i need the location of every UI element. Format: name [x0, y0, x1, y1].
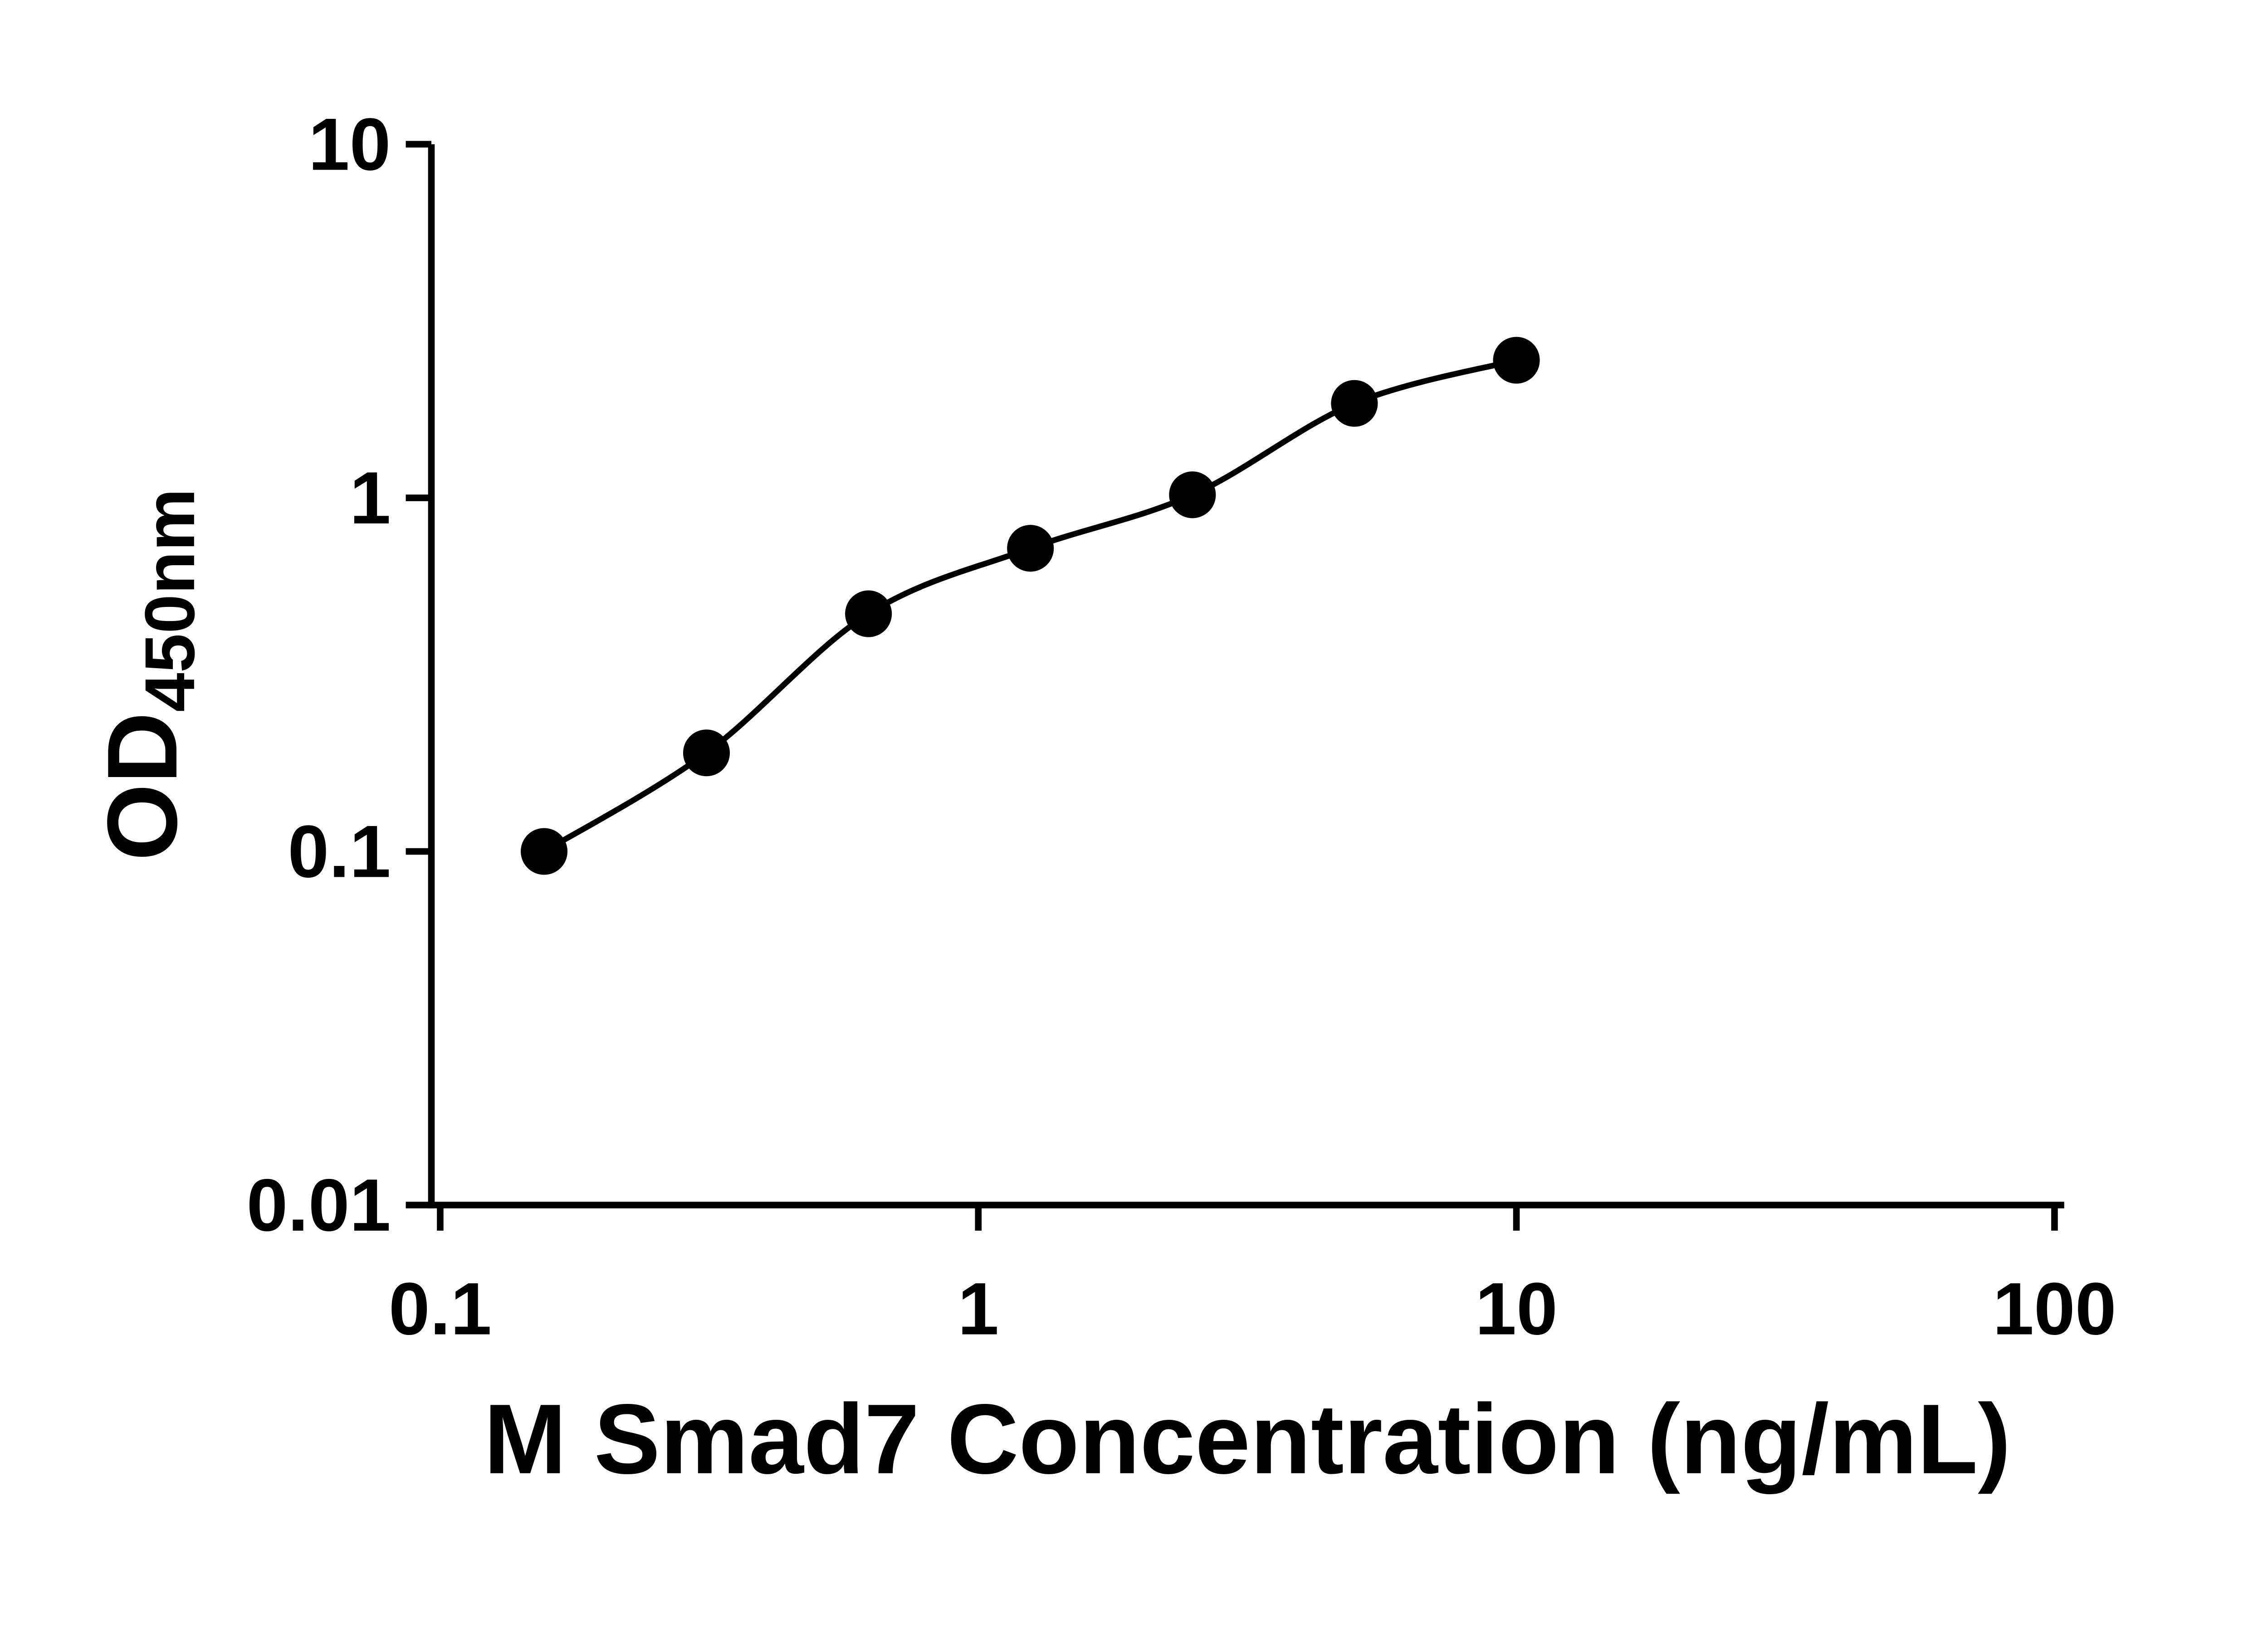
x-tick-label: 10: [1475, 1267, 1558, 1350]
data-point: [1493, 337, 1540, 384]
x-axis-title: M Smad7 Concentration (ng/mL): [484, 1384, 2011, 1495]
y-tick-label: 0.01: [247, 1164, 391, 1247]
data-point: [520, 828, 568, 875]
y-tick-label: 1: [350, 456, 391, 539]
data-point: [1169, 471, 1216, 518]
y-axis-title: OD450nm: [87, 489, 209, 861]
data-point: [1331, 380, 1378, 427]
data-point: [683, 729, 730, 777]
data-point: [1007, 525, 1054, 572]
x-tick-label: 0.1: [389, 1267, 492, 1350]
x-tick-label: 1: [958, 1267, 999, 1350]
y-tick-label: 0.1: [288, 810, 391, 893]
chart-page: 0.1 1 10 100 0.01 0.1 1 10 M Smad7 Concentration…: [87, 103, 2116, 1495]
x-tick-label: 100: [1993, 1267, 2116, 1350]
elisa-standard-curve-chart: 0.1 1 10 100 0.01 0.1 1 10 M Smad7 Concentration…: [87, 103, 2116, 1495]
fit-curve: [543, 357, 1517, 854]
data-point: [845, 590, 892, 637]
y-tick-label: 10: [308, 103, 391, 186]
